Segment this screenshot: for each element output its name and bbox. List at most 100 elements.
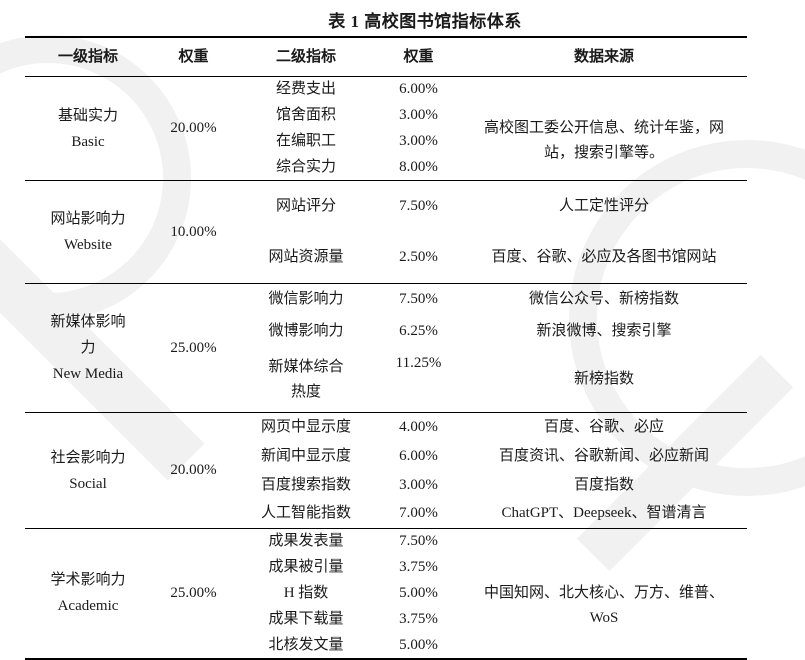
level2-weight-cell: 11.25% xyxy=(395,355,442,372)
level2-indicator-cell: 在编职工 xyxy=(275,133,336,149)
table-row: 馆舍面积 3.00% xyxy=(25,103,747,129)
level2-weight-cell: 7.00% xyxy=(399,505,438,522)
data-source-cell: 新榜指数 xyxy=(573,371,634,388)
indicator-table: 一级指标 权重 二级指标 权重 数据来源 基础实力 Basic 20.00% 经费… xyxy=(25,36,747,660)
level2-indicator-cell: 网页中显示度 xyxy=(260,418,351,435)
level2-weight-cell: 2.50% xyxy=(399,249,438,265)
table-row: 社会影响力 Social 20.00% 网页中显示度 4.00% 百度、谷歌、必应 xyxy=(25,413,747,492)
group-academic: 学术影响力 Academic 25.00% 成果发表量 7.50% 中国知网、北大… xyxy=(25,529,747,659)
level1-indicator-cell: 社会影响力 Social xyxy=(25,413,151,529)
table-row: 基础实力 Basic 20.00% 经费支出 6.00% 高校图工委公开信息、统计… xyxy=(25,77,747,161)
data-source-text: 高校图工委公开信息、统计年鉴，网站，搜索引擎等。 xyxy=(483,120,724,161)
level1-name-en: Academic xyxy=(57,598,119,615)
group-social: 社会影响力 Social 20.00% 网页中显示度 4.00% 百度、谷歌、必应… xyxy=(25,413,747,529)
level2-indicator-cell: 馆舍面积 xyxy=(275,107,336,123)
level2-weight-cell: 3.00% xyxy=(399,133,438,149)
data-source-cell: 高校图工委公开信息、统计年鉴，网站，搜索引擎等。 xyxy=(461,77,747,181)
group-website: 网站影响力 Website 10.00% 网站评分 7.50% 人工定性评分 网站… xyxy=(25,181,747,284)
level2-weight-cell: 8.00% xyxy=(399,158,438,175)
level1-name-zh: 新媒体影响 力 xyxy=(50,314,126,356)
table-row: 网站影响力 Website 10.00% 网站评分 7.50% 人工定性评分 xyxy=(25,181,747,253)
level1-weight-cell: 10.00% xyxy=(170,223,217,240)
level2-indicator-cell: 北核发文量 xyxy=(268,636,344,653)
level1-name-en: Website xyxy=(64,237,112,253)
data-source-text: 中国知网、北大核心、万方、维普、WoS xyxy=(483,584,724,626)
level1-name-en: New Media xyxy=(52,366,124,382)
table-row: 微博影响力 6.25% 新浪微博、搜索引擎 xyxy=(25,316,747,347)
data-source-cell: 百度、谷歌、必应及各图书馆网站 xyxy=(491,249,717,265)
level2-indicator-cell: 微信影响力 xyxy=(268,291,344,308)
level2-indicator-cell: 网站评分 xyxy=(275,198,336,214)
level2-weight-cell: 6.25% xyxy=(399,322,438,339)
data-source-cell: 百度资讯、谷歌新闻、必应新闻 xyxy=(498,447,709,464)
level2-weight-cell: 6.00% xyxy=(399,447,438,464)
level1-weight-cell: 20.00% xyxy=(170,120,217,136)
data-source-cell: 百度指数 xyxy=(573,476,634,493)
table-header: 一级指标 权重 二级指标 权重 数据来源 xyxy=(25,37,747,77)
header-row: 一级指标 权重 二级指标 权重 数据来源 xyxy=(25,37,747,77)
level2-indicator-cell: 成果发表量 xyxy=(268,533,344,550)
level2-indicator-cell: 成果下载量 xyxy=(268,611,344,627)
level2-indicator-cell: 综合实力 xyxy=(275,158,336,175)
table-caption: 表 1 高校图书馆指标体系 xyxy=(328,12,522,31)
level2-weight-cell: 3.00% xyxy=(399,107,438,123)
level2-weight-cell: 3.75% xyxy=(399,559,438,575)
level1-name-zh: 网站影响力 xyxy=(50,211,126,227)
table-row: 成果被引量 3.75% xyxy=(25,555,747,581)
level2-weight-cell: 5.00% xyxy=(399,585,438,601)
level1-name-en: Basic xyxy=(71,133,105,150)
header-level2-indicator: 二级指标 xyxy=(275,48,336,65)
header-data-source: 数据来源 xyxy=(573,48,634,65)
data-source-cell: 微信公众号、新榜指数 xyxy=(528,291,679,308)
level2-weight-cell: 7.50% xyxy=(399,198,438,214)
level2-indicator-cell: 经费支出 xyxy=(275,81,336,98)
level2-weight-cell: 3.00% xyxy=(399,476,438,493)
level2-weight-cell: 4.00% xyxy=(399,418,438,435)
table-row: 学术影响力 Academic 25.00% 成果发表量 7.50% 中国知网、北大… xyxy=(25,529,747,626)
level1-name-zh: 社会影响力 xyxy=(50,449,126,466)
level1-indicator-cell: 网站影响力 Website xyxy=(25,181,151,284)
level2-indicator-cell: 百度搜索指数 xyxy=(260,476,351,493)
level1-weight-cell: 25.00% xyxy=(170,584,217,601)
data-source-cell: 中国知网、北大核心、万方、维普、WoS xyxy=(461,529,747,659)
level2-weight-cell: 3.75% xyxy=(399,611,438,627)
data-source-cell: 新浪微博、搜索引擎 xyxy=(536,322,672,339)
table-row: 新媒体影响 力 New Media 25.00% 微信影响力 7.50% 微信公众… xyxy=(25,284,747,382)
table-row: H 指数 5.00% xyxy=(25,581,747,607)
table-row: 新媒体综合 热度 11.25% 新榜指数 xyxy=(25,347,747,412)
table-row: 在编职工 3.00% xyxy=(25,129,747,155)
header-level1-indicator: 一级指标 xyxy=(57,48,118,65)
level2-indicator-cell: 网站资源量 xyxy=(268,249,344,265)
level2-weight-cell: 6.00% xyxy=(399,81,438,98)
level2-indicator-cell: 人工智能指数 xyxy=(260,505,351,522)
group-basic: 基础实力 Basic 20.00% 经费支出 6.00% 高校图工委公开信息、统计… xyxy=(25,77,747,181)
level1-indicator-cell: 学术影响力 Academic xyxy=(25,529,151,659)
level1-name-zh: 基础实力 xyxy=(57,107,118,124)
data-source-cell: 人工定性评分 xyxy=(558,198,649,214)
data-source-cell: 百度、谷歌、必应 xyxy=(543,418,664,435)
table-row: 百度搜索指数 3.00% 百度指数 xyxy=(25,471,747,500)
header-level1-weight: 权重 xyxy=(178,48,209,65)
header-level2-weight: 权重 xyxy=(403,48,434,65)
level2-indicator-cell: 微博影响力 xyxy=(268,322,344,339)
level1-name-en: Social xyxy=(69,475,107,492)
level1-indicator-cell: 基础实力 Basic xyxy=(25,77,151,181)
group-new-media: 新媒体影响 力 New Media 25.00% 微信影响力 7.50% 微信公众… xyxy=(25,284,747,413)
level2-indicator-cell: 新媒体综合 热度 xyxy=(268,358,344,400)
table-row: 综合实力 8.00% xyxy=(25,155,747,181)
level1-weight-cell: 20.00% xyxy=(170,462,217,478)
level2-weight-cell: 7.50% xyxy=(399,533,438,550)
level1-name-zh: 学术影响力 xyxy=(50,572,126,589)
level2-indicator-cell: H 指数 xyxy=(283,585,329,601)
table-row: 人工智能指数 7.00% ChatGPT、Deepseek、智谱清言 xyxy=(25,500,747,529)
level2-weight-cell: 5.00% xyxy=(399,636,438,653)
data-source-cell: ChatGPT、Deepseek、智谱清言 xyxy=(501,505,707,522)
level1-indicator-cell: 新媒体影响 力 New Media xyxy=(25,284,151,413)
level2-weight-cell: 7.50% xyxy=(399,291,438,308)
table-row: 新闻中显示度 6.00% 百度资讯、谷歌新闻、必应新闻 xyxy=(25,442,747,471)
level2-indicator-cell: 新闻中显示度 xyxy=(260,447,351,464)
level2-indicator-cell: 成果被引量 xyxy=(268,559,344,575)
table-row: 网站资源量 2.50% 百度、谷歌、必应及各图书馆网站 xyxy=(25,232,747,284)
level1-weight-cell: 25.00% xyxy=(170,339,217,356)
table-row: 成果下载量 3.75% xyxy=(25,607,747,633)
